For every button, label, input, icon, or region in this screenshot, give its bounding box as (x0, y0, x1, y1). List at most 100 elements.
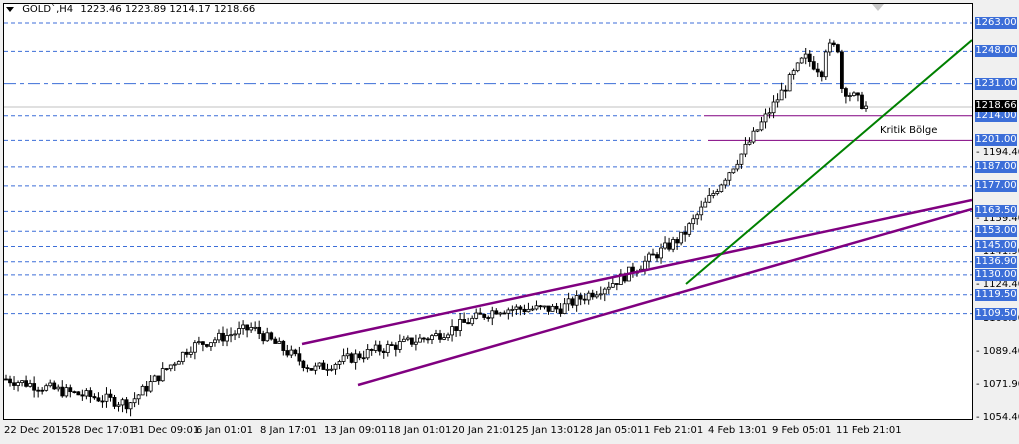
bear-candle (844, 88, 848, 97)
bull-candle (602, 288, 607, 295)
bull-candle (727, 172, 732, 181)
bull-candle (337, 361, 342, 365)
bull-candle (687, 223, 692, 235)
time-tick-label: 20 Jan 21:01 (452, 425, 516, 436)
bear-candle (438, 333, 442, 340)
bear-candle (305, 367, 310, 370)
bear-candle (683, 231, 688, 235)
bull-candle (610, 283, 615, 288)
bear-candle (32, 383, 37, 391)
level-price-badge: 1145.00 (975, 240, 1017, 253)
bull-candle (550, 305, 555, 312)
bear-candle (221, 332, 225, 342)
bear-candle (667, 242, 671, 250)
level-price-badge: 1130.00 (975, 268, 1017, 281)
bull-candle (534, 305, 539, 310)
bull-candle (751, 130, 756, 143)
bear-candle (783, 89, 788, 92)
bear-candle (357, 353, 362, 359)
bear-candle (293, 349, 298, 355)
bull-candle (333, 363, 338, 370)
level-price-badge: 1153.00 (975, 225, 1017, 238)
bull-candle (196, 341, 201, 344)
bull-candle (405, 337, 410, 340)
time-tick-label: 28 Dec 17:01 (68, 425, 136, 436)
level-price-badge: 1187.00 (975, 160, 1017, 173)
bull-candle (695, 214, 700, 220)
time-tick-label: 8 Jan 17:01 (260, 425, 317, 436)
bear-candle (466, 322, 471, 325)
bull-candle (671, 239, 676, 250)
bull-candle (64, 387, 69, 397)
bull-candle (48, 382, 53, 387)
bear-candle (377, 344, 382, 352)
bear-candle (835, 44, 840, 53)
bear-candle (578, 295, 583, 300)
bull-candle (566, 298, 571, 305)
shift-marker-icon[interactable] (872, 4, 884, 11)
bull-candle (659, 247, 663, 259)
bear-candle (614, 283, 619, 285)
bear-candle (8, 378, 12, 384)
price-tick-label: - 1071.90 (976, 378, 1019, 390)
bull-candle (116, 404, 121, 407)
bull-candle (233, 333, 237, 336)
bear-candle (522, 308, 527, 313)
bear-candle (502, 312, 507, 315)
bull-candle (647, 253, 651, 262)
bear-candle (518, 306, 523, 310)
bull-candle (217, 332, 221, 341)
price-chart-canvas[interactable] (4, 4, 972, 419)
bull-candle (643, 260, 647, 270)
bear-candle (285, 350, 290, 356)
bear-candle (40, 389, 45, 392)
bull-candle (474, 312, 479, 319)
bull-candle (763, 113, 768, 123)
bull-candle (172, 363, 177, 366)
price-tick-label: - 1089.40 (976, 345, 1019, 357)
bull-candle (209, 342, 213, 347)
bear-candle (815, 68, 820, 73)
time-tick-label: 31 Dec 09:01 (132, 425, 200, 436)
bull-candle (418, 337, 422, 343)
bull-candle (44, 385, 49, 391)
bull-candle (225, 335, 229, 342)
bull-candle (128, 402, 133, 410)
bull-candle (679, 231, 684, 244)
bear-candle (349, 353, 354, 363)
chart-area[interactable] (3, 3, 973, 420)
bull-candle (759, 121, 764, 131)
bull-candle (385, 344, 390, 353)
bull-candle (16, 382, 20, 386)
bull-candle (353, 353, 358, 363)
bear-candle (36, 389, 41, 392)
level-price-badge: 1214.00 (975, 109, 1017, 122)
bull-candle (598, 293, 603, 296)
bear-candle (389, 344, 394, 346)
bear-candle (361, 357, 366, 360)
bull-candle (168, 364, 173, 370)
bull-candle (237, 328, 241, 335)
bull-candle (606, 286, 611, 290)
time-tick-label: 9 Feb 05:01 (772, 425, 832, 436)
bear-candle (100, 400, 105, 403)
time-tick-label: 13 Jan 09:01 (324, 425, 388, 436)
ohlc-values: 1223.46 1223.89 1214.17 1218.66 (80, 4, 256, 15)
bear-candle (76, 391, 81, 396)
bear-candle (309, 368, 314, 371)
bull-candle (341, 355, 346, 362)
bull-candle (249, 327, 254, 331)
bear-candle (108, 393, 113, 398)
bull-candle (715, 191, 720, 194)
bear-candle (156, 375, 161, 382)
time-tick-label: 22 Dec 2015 (4, 425, 68, 436)
bear-candle (807, 53, 812, 63)
bear-candle (570, 298, 575, 306)
bear-candle (486, 317, 491, 319)
bear-candle (839, 51, 844, 89)
bull-candle (277, 340, 282, 344)
bull-candle (152, 375, 157, 383)
collapse-arrow-icon[interactable] (6, 6, 14, 12)
bull-candle (401, 338, 406, 342)
bear-candle (831, 42, 836, 46)
